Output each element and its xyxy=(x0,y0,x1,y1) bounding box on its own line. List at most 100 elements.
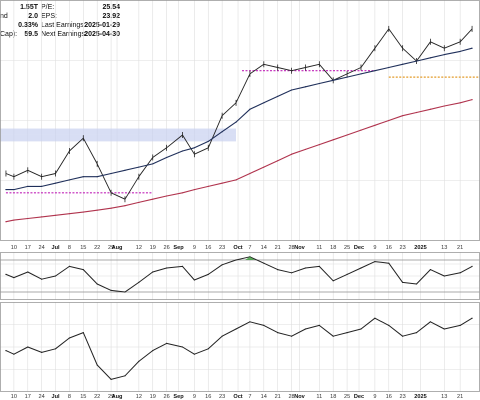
indicator-series-0-point-0 xyxy=(5,273,7,275)
price-series-1-point-22 xyxy=(304,86,307,88)
series-layer xyxy=(5,25,473,380)
price-series-1-point-32 xyxy=(443,54,445,56)
price-series-1-point-0 xyxy=(5,188,7,191)
header-right-label-0: P/E: xyxy=(41,4,54,11)
indicator-series-0-point-19 xyxy=(263,262,265,264)
indicator-series-0-point-29 xyxy=(402,281,404,283)
price-series-2-point-1 xyxy=(13,219,15,221)
price-tick-label-23: 18 xyxy=(330,245,336,251)
price-series-1-point-9 xyxy=(124,169,126,171)
relative-strength-tick-label-7: 29 xyxy=(108,394,114,400)
indicator-series-0-point-28 xyxy=(388,262,390,264)
header-left-label-3: Cap): xyxy=(0,31,17,38)
price-tick-label-29: 2025 xyxy=(414,245,426,251)
price-series-1-point-15 xyxy=(207,140,209,142)
price-series-1-point-17 xyxy=(235,121,237,123)
relative-strength-series-0-point-0 xyxy=(5,350,7,352)
relative-strength-tick-label-23: 18 xyxy=(330,394,336,400)
price-tick-label-25: Dec xyxy=(354,245,364,251)
price-series-1-point-28 xyxy=(388,66,390,69)
price-tick-label-30: 13 xyxy=(441,245,447,251)
indicator-series-0-point-30 xyxy=(415,283,418,285)
relative-strength-series-0-point-10 xyxy=(138,360,140,362)
indicator-series-0-point-17 xyxy=(235,259,237,261)
price-series-1-point-33 xyxy=(459,50,461,53)
indicator-series-0-point-26 xyxy=(360,267,362,269)
price-tick-label-6: 22 xyxy=(94,245,100,251)
price-tick-label-12: Sep xyxy=(173,245,184,251)
price-series-1-point-31 xyxy=(429,57,432,59)
price-series-2-point-31 xyxy=(429,108,432,110)
relative-strength-tick-label-3: Jul xyxy=(51,394,60,400)
relative-strength-series-0-point-9 xyxy=(124,375,126,377)
indicator-series-0-point-16 xyxy=(221,264,223,266)
price-series-2-point-21 xyxy=(290,153,293,155)
header-left-value-3: 59.5 xyxy=(24,31,38,38)
relative-strength-series-0-point-19 xyxy=(263,324,265,326)
indicator-series-0-point-3 xyxy=(41,278,43,280)
reference-line-layer xyxy=(0,70,480,293)
price-series-2-point-29 xyxy=(402,115,404,117)
indicator-series-0-point-25 xyxy=(346,273,348,275)
price-series-1-point-30 xyxy=(415,60,418,62)
relative-strength-tick-label-18: 14 xyxy=(261,394,267,400)
relative-strength-tick-label-8: Aug xyxy=(112,394,123,400)
indicator-series-0-point-2 xyxy=(27,271,29,273)
relative-strength-series-0-point-12 xyxy=(166,342,168,344)
relative-strength-series-0-point-7 xyxy=(96,364,98,366)
price-tick-label-17: 7 xyxy=(248,245,251,251)
header-right-label-1: EPS: xyxy=(41,13,57,20)
indicator-overbought-fill-18 xyxy=(244,256,255,260)
relative-strength-tick-label-15: 23 xyxy=(219,394,225,400)
relative-strength-tick-label-30: 13 xyxy=(441,394,447,400)
relative-strength-series-0-point-24 xyxy=(332,335,334,337)
relative-strength-series-0-point-21 xyxy=(290,335,293,337)
price-series-1-point-10 xyxy=(138,166,140,168)
relative-strength-tick-label-28: 23 xyxy=(400,394,406,400)
price-tick-label-5: 15 xyxy=(80,245,86,251)
price-tick-label-31: 21 xyxy=(457,245,463,251)
relative-strength-series-0-point-20 xyxy=(277,332,279,334)
header-right-label-3: Next Earnings: xyxy=(41,31,87,38)
price-series-1-point-4 xyxy=(54,182,57,184)
price-series-2-point-15 xyxy=(207,185,209,187)
header-right-label-2: Last Earnings: xyxy=(41,22,86,29)
price-series-1-point-5 xyxy=(68,179,71,181)
relative-strength-series-0-point-5 xyxy=(68,337,71,339)
indicator-series-0-point-33 xyxy=(459,272,461,274)
relative-strength-series-0-point-8 xyxy=(110,378,112,380)
price-tick-label-14: 16 xyxy=(205,245,211,251)
price-series-2-point-33 xyxy=(459,102,461,104)
header-right-value-2: 2025-01-29 xyxy=(84,22,120,29)
relative-strength-series-0-point-22 xyxy=(304,328,307,330)
price-series-2-point-27 xyxy=(374,124,376,126)
price-series-2-point-4 xyxy=(54,214,57,216)
relative-strength-series-0-point-11 xyxy=(152,350,154,352)
price-series-2-point-22 xyxy=(304,148,307,151)
indicator-series-0-point-6 xyxy=(82,269,84,271)
relative-strength-series-0-point-23 xyxy=(318,324,320,326)
relative-strength-series-0-point-25 xyxy=(346,332,348,334)
price-tick-label-3: Jul xyxy=(51,245,60,251)
indicator-series-0-point-1 xyxy=(13,277,15,279)
relative-strength-tick-label-24: 25 xyxy=(344,394,350,400)
price-tick-label-0: 10 xyxy=(11,245,17,251)
relative-strength-tick-label-5: 15 xyxy=(80,394,86,400)
relative-strength-series-0-point-17 xyxy=(235,328,237,330)
price-tick-label-22: 11 xyxy=(316,245,322,251)
indicator-series-0-point-12 xyxy=(166,267,168,269)
relative-strength-tick-label-17: 7 xyxy=(248,394,251,400)
band-layer xyxy=(0,128,237,142)
price-series-2-point-24 xyxy=(332,139,334,141)
indicator-series-0-point-32 xyxy=(443,275,445,277)
indicator-series-0-point-21 xyxy=(290,272,293,274)
relative-strength-tick-label-2: 24 xyxy=(39,394,45,400)
header-right-value-3: 2025-04-30 xyxy=(84,31,120,38)
price-series-1-point-11 xyxy=(152,163,154,165)
price-series-2-point-20 xyxy=(277,160,279,162)
header-left-value-1: 2.0 xyxy=(28,13,38,20)
price-series-1-point-23 xyxy=(318,82,320,85)
relative-strength-tick-label-4: 8 xyxy=(68,394,71,400)
price-tick-label-9: 12 xyxy=(136,245,142,251)
